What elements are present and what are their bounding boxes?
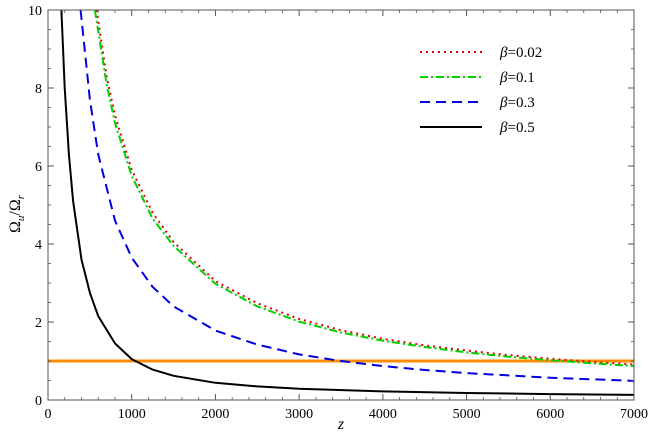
y-tick-label-1: 2 [35,316,42,331]
y-tick-label-5: 10 [28,4,42,19]
x-tick-label-2: 2000 [201,407,229,422]
x-tick-label-5: 5000 [453,407,481,422]
x-tick-label-6: 6000 [536,407,564,422]
y-tick-label-2: 4 [35,238,42,253]
x-tick-label-0: 0 [45,407,52,422]
legend-label-1: β=0.1 [499,70,535,86]
x-tick-label-3: 3000 [285,407,313,422]
x-tick-label-4: 4000 [369,407,397,422]
series-line-3 [60,10,634,396]
axes: 0 1000 2000 3000 4000 5000 6000 7000 0 2 4 6 8 10 [28,4,648,422]
legend-label-3: β=0.5 [499,120,535,136]
legend-label-0: β=0.02 [499,45,542,61]
series-line-1 [93,10,634,368]
series-line-2 [79,10,634,382]
y-tick-label-3: 6 [35,160,42,175]
y-tick-label-0: 0 [35,394,42,409]
x-tick-label-7: 7000 [620,407,648,422]
legend: β=0.02 β=0.1 β=0.3 β=0.5 [420,45,542,136]
x-tick-label-1: 1000 [118,407,146,422]
y-axis-title: Ωu/Ωr [7,194,27,233]
plot-area [48,10,634,396]
legend-label-2: β=0.3 [499,95,535,111]
plot-clipped [48,10,634,396]
y-tick-label-4: 8 [35,82,42,97]
x-axis-title: z [337,416,345,433]
series-line-0 [95,10,634,366]
